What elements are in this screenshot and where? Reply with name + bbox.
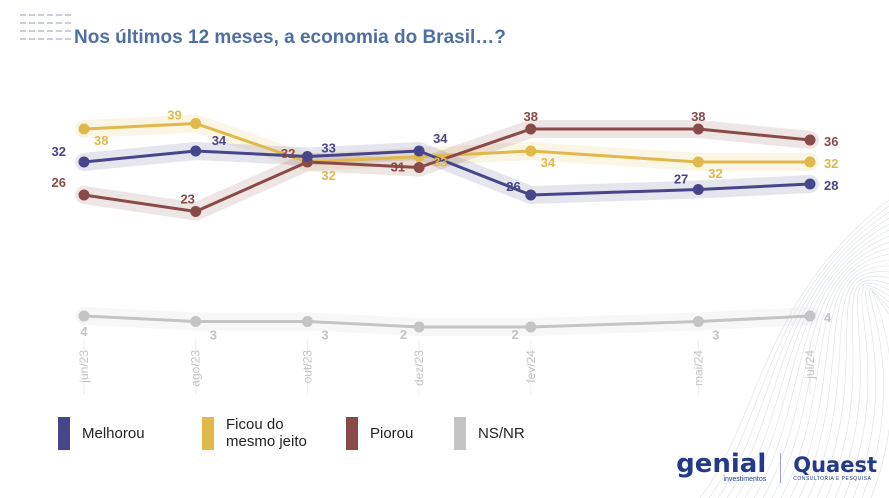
data-label: 3 xyxy=(210,328,217,343)
data-label: 33 xyxy=(433,155,447,170)
legend-label: NS/NR xyxy=(478,424,525,442)
background-wave-lines xyxy=(699,199,889,498)
legend-label: Piorou xyxy=(370,424,414,442)
data-label: 32 xyxy=(281,146,295,161)
data-point xyxy=(413,321,425,333)
x-tick-label: out/23 xyxy=(300,350,314,384)
data-point xyxy=(692,316,704,327)
data-point xyxy=(301,151,313,162)
data-point xyxy=(190,145,202,157)
data-point xyxy=(78,189,90,201)
data-point xyxy=(692,156,704,168)
data-point xyxy=(525,189,537,201)
data-label: 32 xyxy=(824,156,838,171)
data-label: 26 xyxy=(506,179,520,194)
data-label: 34 xyxy=(212,133,227,148)
data-label: 2 xyxy=(400,327,407,342)
x-tick-label: jun/23 xyxy=(77,350,91,384)
data-label: 23 xyxy=(180,192,194,207)
data-point xyxy=(804,134,816,146)
logo-divider xyxy=(780,453,782,483)
legend-item-melhorou: Melhorou xyxy=(58,416,180,450)
chart-title: Nos últimos 12 meses, a economia do Bras… xyxy=(74,27,506,48)
data-point xyxy=(692,123,704,135)
decorative-grid-pattern xyxy=(20,14,71,40)
x-tick-label: ago/23 xyxy=(189,350,203,387)
data-label: 26 xyxy=(52,175,66,190)
data-point xyxy=(190,206,202,217)
legend-item-piorou: Piorou xyxy=(346,416,432,450)
data-label: 31 xyxy=(391,160,405,175)
x-tick-label: dez/23 xyxy=(412,350,426,386)
data-label: 38 xyxy=(94,133,108,148)
data-point xyxy=(804,156,816,168)
data-point xyxy=(413,162,425,173)
data-label: 32 xyxy=(708,166,722,181)
genial-logo: genial investimentos xyxy=(676,449,767,483)
data-point xyxy=(413,145,425,157)
x-tick-label: fev/24 xyxy=(524,350,538,383)
sponsor-logos: genial investimentos Quaest CONSULTORIA … xyxy=(676,449,877,484)
quaest-logo: Quaest CONSULTORIA E PESQUISA xyxy=(793,452,877,482)
data-point xyxy=(525,321,537,333)
legend-label: Melhorou xyxy=(82,424,145,442)
data-point xyxy=(78,156,90,168)
legend-swatch xyxy=(202,416,214,450)
data-label: 2 xyxy=(512,327,519,342)
data-label: 34 xyxy=(433,131,448,146)
data-point xyxy=(804,310,816,322)
data-point xyxy=(78,123,90,135)
legend-swatch xyxy=(454,416,466,450)
data-label: 39 xyxy=(167,108,181,123)
data-label: 3 xyxy=(712,328,719,343)
x-tick-label: mai/24 xyxy=(691,350,705,386)
data-label: 28 xyxy=(824,178,838,193)
data-label: 32 xyxy=(321,168,335,183)
legend-item-ficou-do-mesmo-jeito: Ficou do mesmo jeito xyxy=(202,416,324,450)
data-label: 4 xyxy=(80,324,88,339)
data-label: 38 xyxy=(524,109,538,124)
data-point xyxy=(804,178,816,190)
data-label: 27 xyxy=(674,172,688,187)
legend-item-ns-nr: NS/NR xyxy=(454,416,540,450)
legend-swatch xyxy=(346,416,358,450)
legend: Melhorou Ficou do mesmo jeito Piorou NS/N… xyxy=(58,416,562,450)
data-label: 38 xyxy=(691,109,705,124)
data-point xyxy=(190,316,202,327)
data-label: 36 xyxy=(824,134,838,149)
legend-label: Ficou do mesmo jeito xyxy=(226,416,307,450)
data-point xyxy=(525,145,537,157)
data-label: 32 xyxy=(52,144,66,159)
data-point xyxy=(190,118,202,129)
data-point xyxy=(692,184,704,195)
x-tick-label: jul/24 xyxy=(803,350,817,380)
legend-swatch xyxy=(58,416,70,450)
data-label: 3 xyxy=(321,328,328,343)
data-label: 34 xyxy=(541,155,556,170)
data-label: 33 xyxy=(321,141,335,156)
data-point xyxy=(78,310,90,322)
data-label: 4 xyxy=(824,310,832,325)
data-point xyxy=(301,316,313,327)
data-point xyxy=(525,123,537,135)
